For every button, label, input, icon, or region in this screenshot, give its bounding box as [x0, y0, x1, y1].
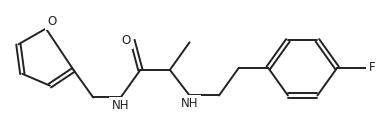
Text: O: O — [47, 15, 57, 28]
Text: F: F — [368, 61, 375, 74]
Text: NH: NH — [112, 99, 129, 112]
Text: O: O — [121, 34, 131, 47]
Text: NH: NH — [181, 97, 198, 110]
